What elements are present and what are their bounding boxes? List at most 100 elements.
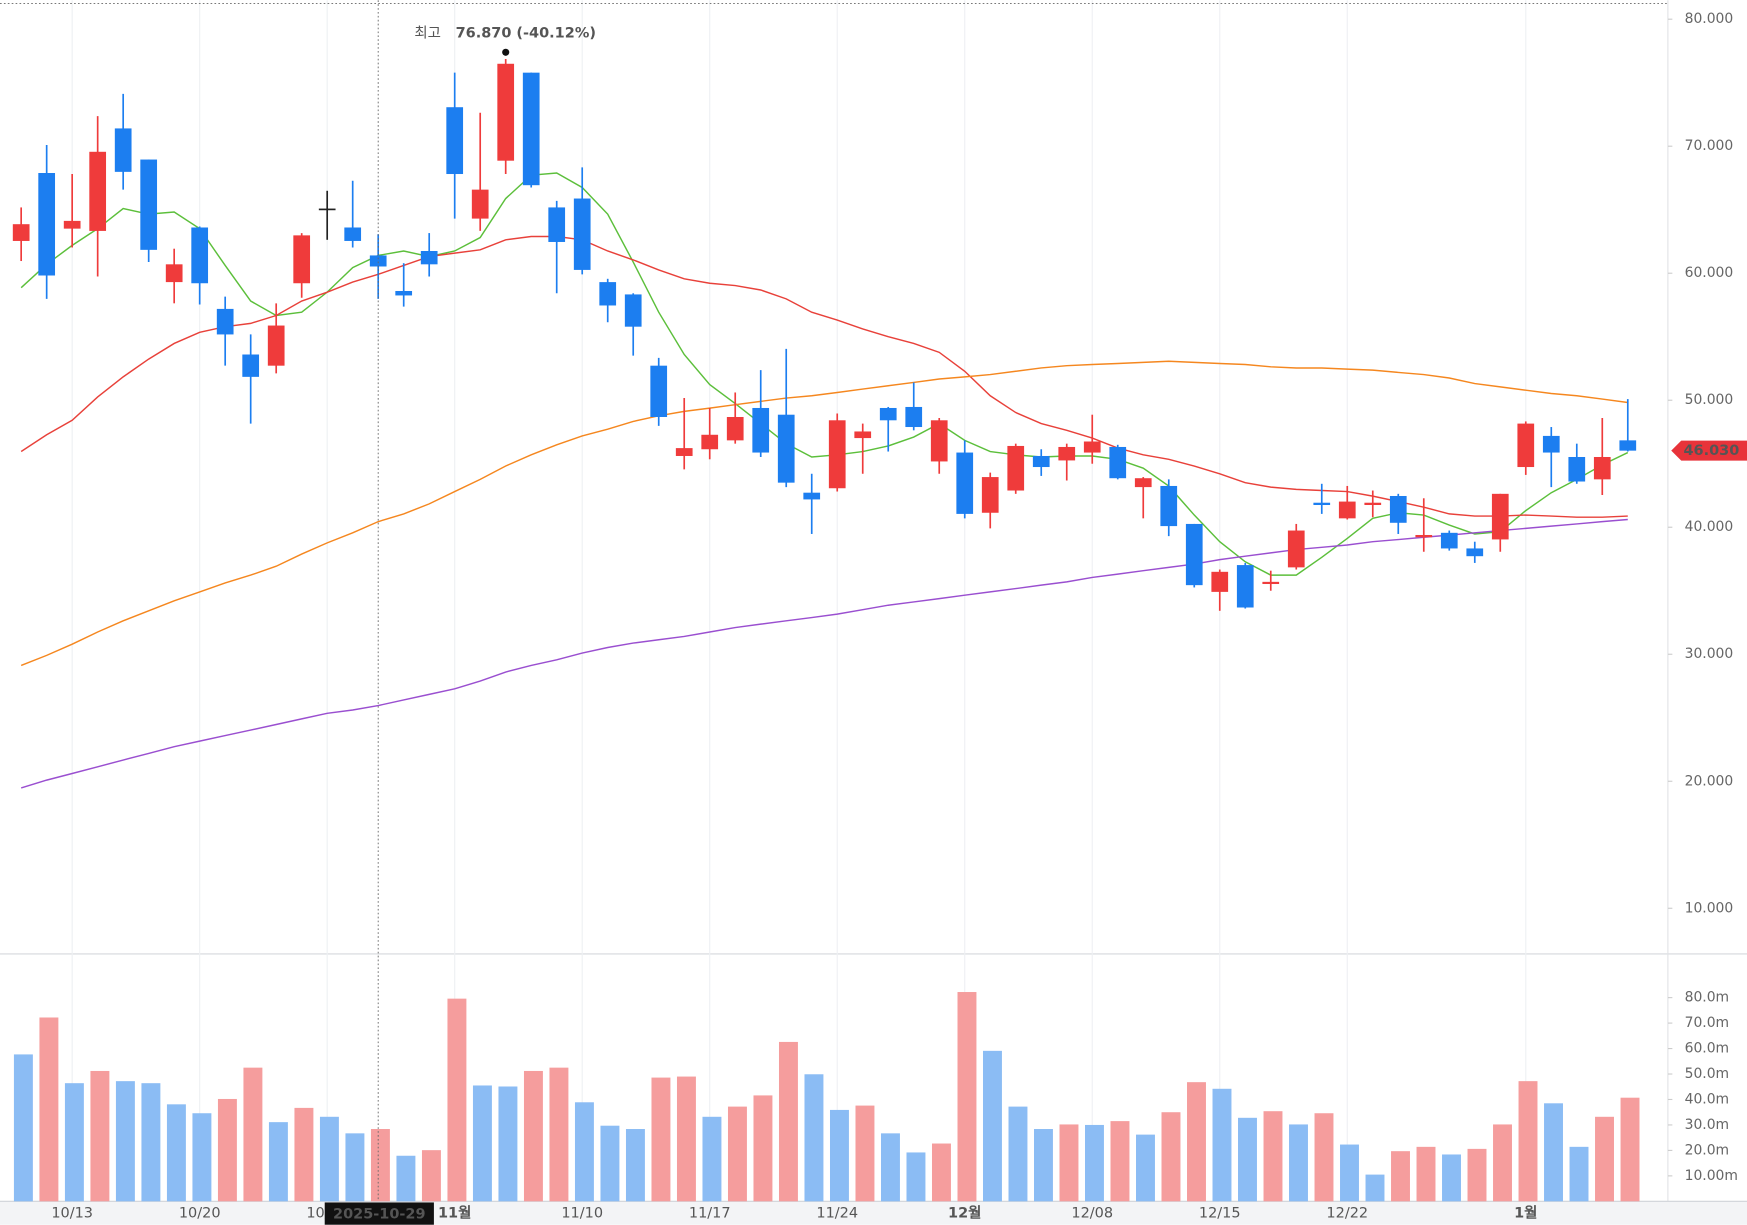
candle-body bbox=[1058, 446, 1076, 461]
candle-body bbox=[956, 452, 974, 514]
candle-body bbox=[828, 420, 846, 489]
candle-body bbox=[522, 72, 540, 186]
volume-bar bbox=[1340, 1144, 1359, 1202]
candle-body bbox=[905, 406, 923, 428]
volume-bar bbox=[1416, 1146, 1436, 1202]
y-tick-label: 70.000 bbox=[1685, 138, 1734, 154]
volume-bar bbox=[498, 1086, 518, 1202]
candle-body bbox=[497, 63, 515, 161]
volume-bar bbox=[90, 1070, 110, 1202]
volume-bar bbox=[39, 1017, 59, 1202]
candle-body bbox=[930, 420, 948, 462]
candle-body bbox=[701, 434, 719, 450]
y-tick-label: 10.000 bbox=[1685, 900, 1734, 916]
volume-bar bbox=[549, 1067, 569, 1202]
volume-bar bbox=[982, 1050, 1002, 1202]
volume-bar bbox=[1467, 1148, 1487, 1202]
candle-body bbox=[318, 208, 336, 211]
volume-bar bbox=[1212, 1088, 1232, 1202]
volume-bar bbox=[1187, 1082, 1206, 1202]
candle-body bbox=[548, 207, 566, 242]
candle-body bbox=[803, 492, 821, 500]
x-tick-label: 11월 bbox=[438, 1205, 471, 1222]
candle-body bbox=[369, 255, 387, 267]
volume-bar bbox=[651, 1077, 671, 1202]
candle-body bbox=[1287, 530, 1305, 568]
volume-bar bbox=[1314, 1113, 1334, 1202]
y-tick-label: 60.000 bbox=[1685, 265, 1734, 281]
volume-tick-label: 60.0m bbox=[1685, 1041, 1730, 1057]
volume-bar bbox=[574, 1102, 594, 1202]
volume-bar bbox=[1008, 1106, 1028, 1202]
moving-average-line bbox=[20, 518, 1628, 789]
crosshair-date-box bbox=[324, 1202, 434, 1225]
candle-body bbox=[1185, 523, 1203, 586]
volume-bar bbox=[217, 1098, 237, 1202]
x-tick-label: 12/15 bbox=[1199, 1206, 1241, 1222]
volume-bar bbox=[702, 1116, 722, 1202]
volume-bar bbox=[523, 1070, 543, 1202]
y-tick-label: 30.000 bbox=[1685, 646, 1734, 662]
y-tick-label: 80.000 bbox=[1685, 11, 1734, 27]
volume-bar bbox=[1161, 1112, 1181, 1202]
volume-bar bbox=[1544, 1103, 1563, 1202]
volume-bar bbox=[931, 1143, 951, 1202]
candle-body bbox=[752, 407, 770, 453]
candle-body bbox=[1083, 441, 1101, 453]
volume-bar bbox=[370, 1129, 390, 1202]
volume-tick-label: 20.0m bbox=[1685, 1142, 1730, 1158]
volume-bar bbox=[472, 1085, 492, 1202]
volume-bar bbox=[804, 1074, 824, 1202]
candle-body bbox=[726, 416, 744, 441]
volume-tick-label: 30.0m bbox=[1685, 1117, 1730, 1133]
candle-body bbox=[1415, 534, 1433, 538]
candle-body bbox=[854, 431, 872, 439]
candle-body bbox=[599, 282, 617, 306]
plot bbox=[12, 58, 1640, 1202]
candle-body bbox=[38, 173, 56, 276]
volume-bar bbox=[880, 1133, 900, 1202]
volume-bar bbox=[396, 1155, 416, 1202]
volume-bar bbox=[64, 1083, 84, 1202]
candle-body bbox=[1542, 435, 1560, 453]
volume-tick-label: 40.0m bbox=[1685, 1091, 1730, 1107]
candle-body bbox=[1364, 502, 1382, 506]
volume-bar bbox=[1493, 1124, 1512, 1202]
y-tick-label: 50.000 bbox=[1685, 392, 1734, 408]
volume-bar bbox=[676, 1076, 696, 1202]
moving-average-line bbox=[20, 172, 1629, 576]
x-tick-label: 10/20 bbox=[179, 1206, 221, 1222]
candle-body bbox=[344, 227, 362, 241]
volume-bar bbox=[192, 1113, 212, 1202]
candle-body bbox=[1466, 548, 1484, 557]
candle-body bbox=[191, 227, 209, 284]
candle-body bbox=[1517, 423, 1535, 468]
candle-body bbox=[1032, 455, 1050, 468]
candle-body bbox=[981, 477, 999, 513]
candle-body bbox=[420, 250, 438, 265]
candle-body bbox=[1593, 456, 1611, 480]
candle-body bbox=[12, 224, 30, 241]
candle-body bbox=[395, 290, 413, 296]
volume-bar bbox=[957, 992, 977, 1202]
candle-body bbox=[267, 325, 285, 366]
volume-bar bbox=[753, 1095, 773, 1202]
x-tick-label: 11/10 bbox=[561, 1206, 603, 1222]
candle-body bbox=[140, 159, 158, 250]
candle-body bbox=[777, 414, 795, 483]
candle-body bbox=[1262, 581, 1280, 585]
crosshair-date: 2025-10-29 bbox=[333, 1207, 426, 1223]
y-tick-label: 40.000 bbox=[1685, 519, 1734, 535]
candle-body bbox=[446, 107, 464, 175]
x-tick-label: 11/17 bbox=[689, 1206, 731, 1222]
volume-bar bbox=[447, 998, 467, 1202]
moving-average-line bbox=[20, 235, 1628, 518]
volume-bar bbox=[1263, 1111, 1283, 1202]
y-tick-label: 20.000 bbox=[1685, 773, 1734, 789]
volume-bar bbox=[1365, 1174, 1385, 1202]
volume-bar bbox=[243, 1067, 263, 1202]
candle-body bbox=[216, 308, 234, 335]
candle-body bbox=[114, 128, 132, 172]
